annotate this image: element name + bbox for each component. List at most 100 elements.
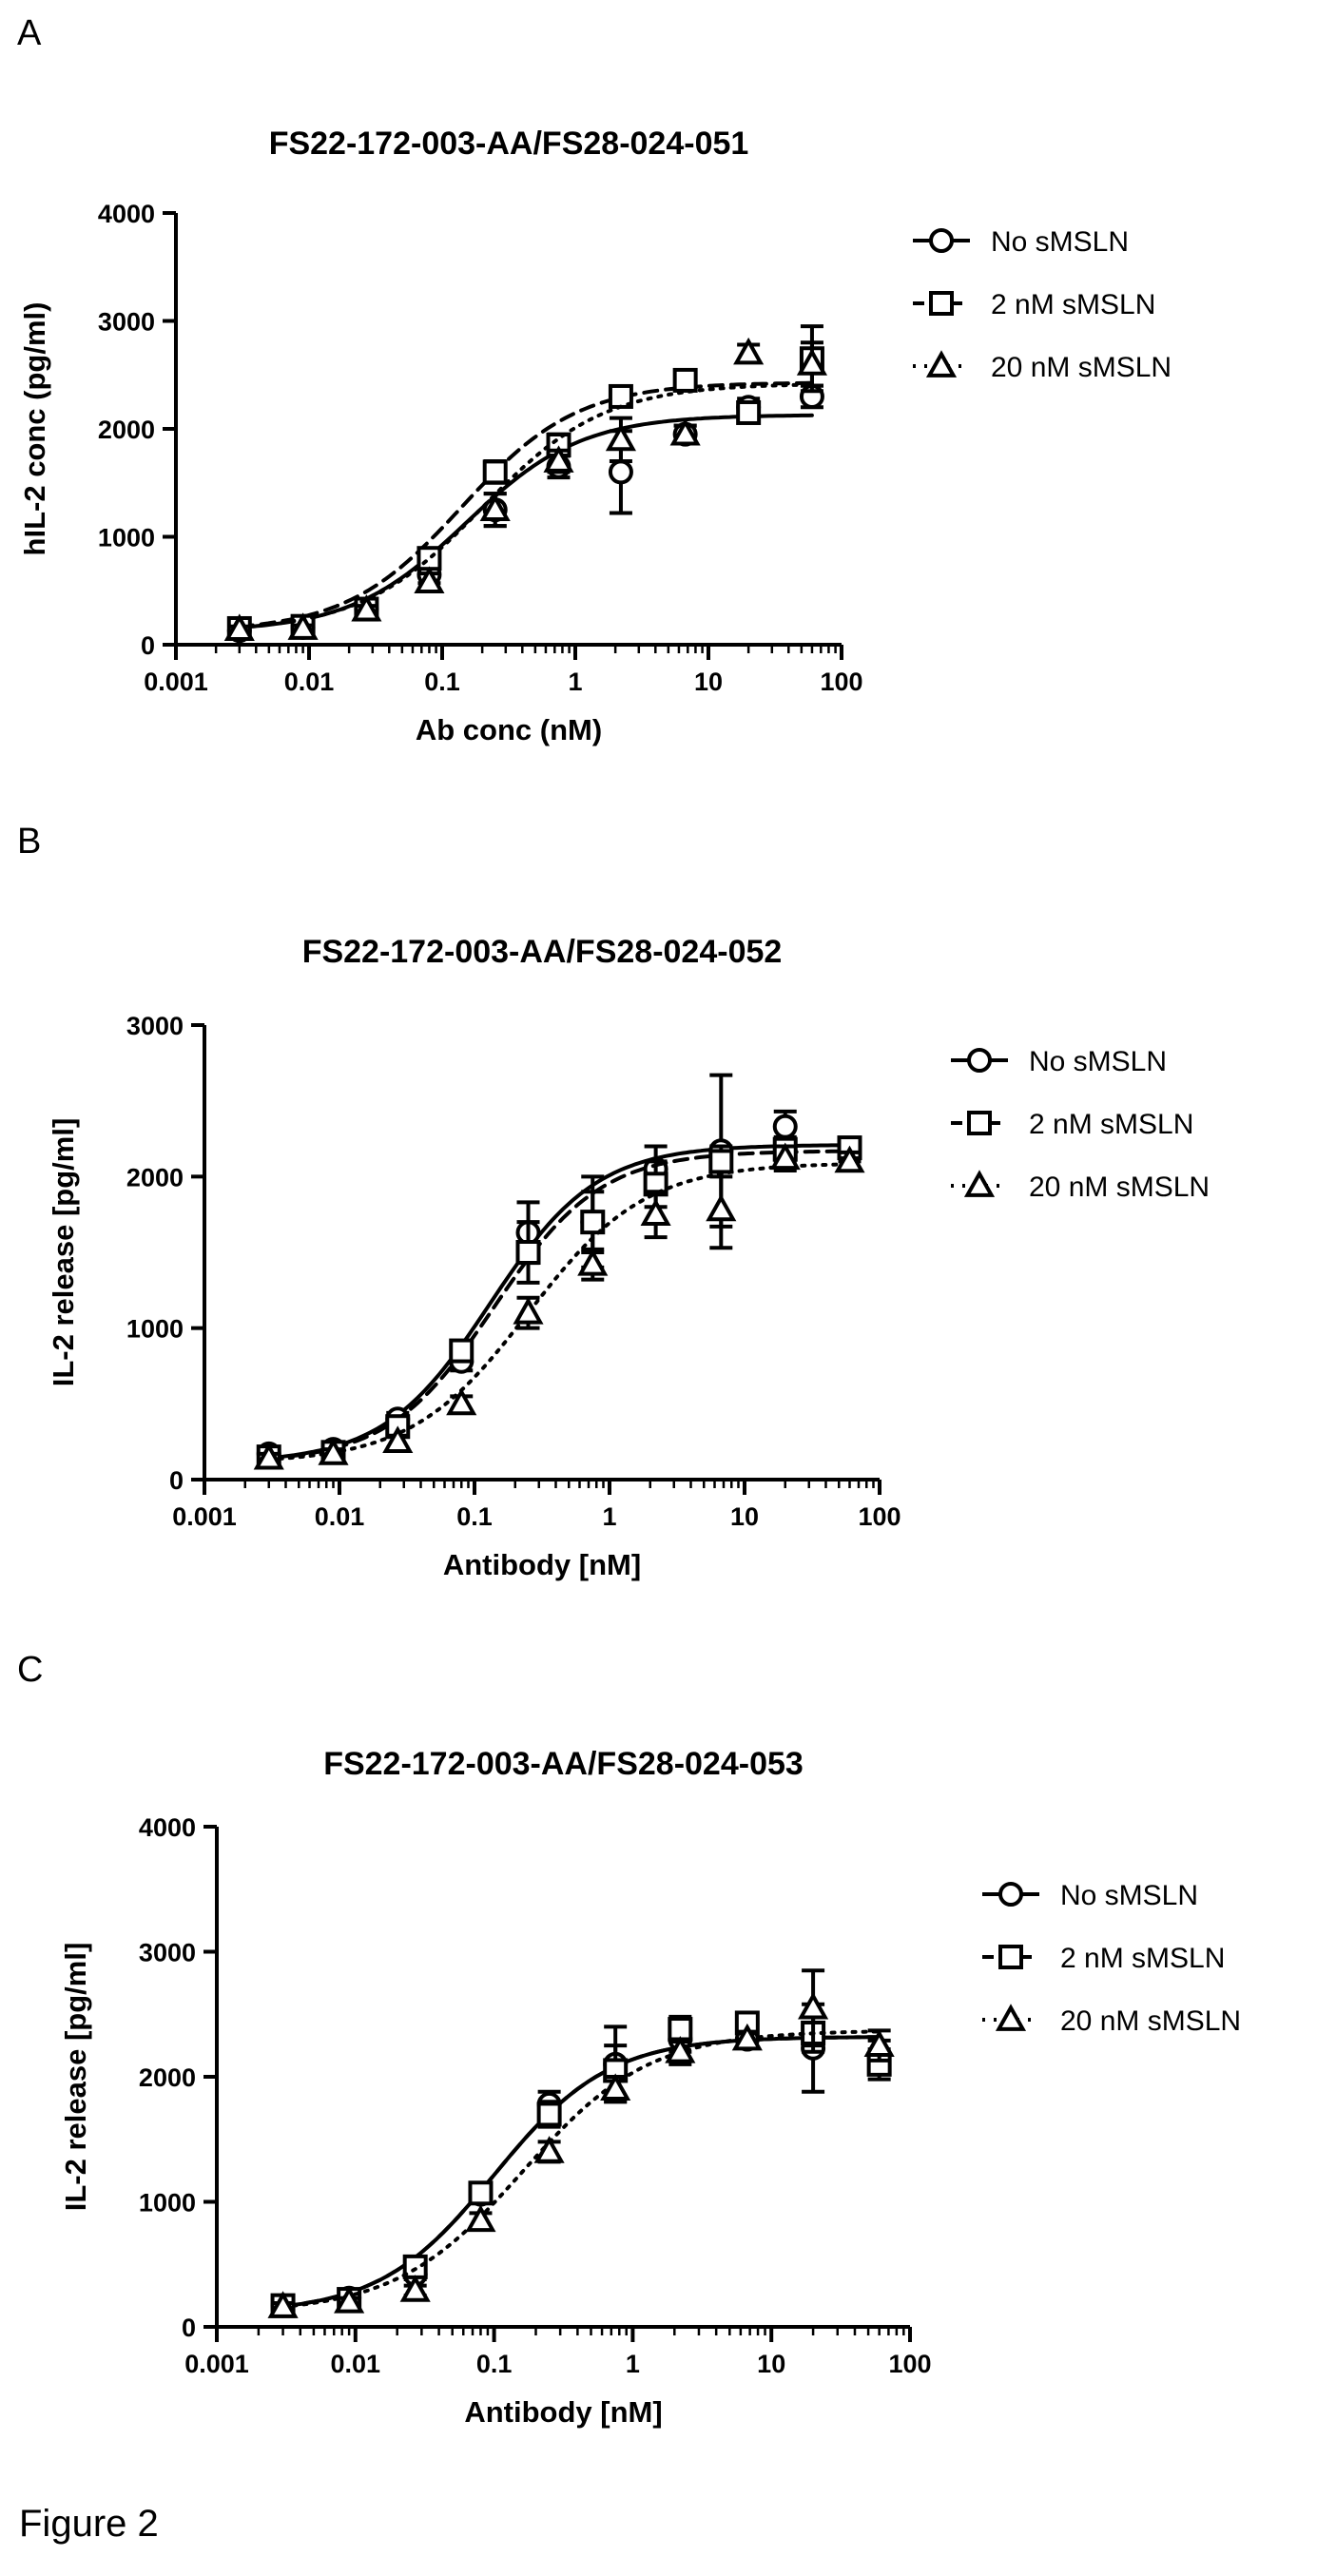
y-tick-label: 2000 [98,416,155,444]
x-tick-label: 0.001 [184,2350,249,2378]
x-axis-label: Ab conc (nM) [416,713,602,746]
fit-curve-no-smsln [266,1143,852,1461]
legend-entry-20-nm-smsln: 20 nM sMSLN [951,1170,1210,1203]
x-tick-label: 10 [694,668,723,696]
data-point-20-nm-smsln [287,612,319,640]
data-point-2-nm-smsln [515,1240,541,1265]
legend-marker [998,1882,1023,1907]
data-point-20-nm-smsln [600,2073,631,2101]
fit-curve-20-nm-smsln [266,1162,852,1462]
chart-b: FS22-172-003-AA/FS28-024-052 0 1000 2000 300… [47,934,1210,1581]
data-point-2-nm-smsln [736,399,762,425]
data-point-20-nm-smsln [731,2023,763,2051]
legend-label: 2 nM sMSLN [1029,1109,1193,1140]
y-tick-label: 0 [141,631,155,660]
x-tick-label: 0.01 [284,668,335,696]
fit-curve-2-nm-smsln [237,380,814,629]
data-point-20-nm-smsln [318,1438,349,1465]
legend-entry-2-nm-smsln: 2 nM sMSLN [951,1109,1193,1140]
fit-curve-20-nm-smsln [237,382,814,629]
fit-curve-2-nm-smsln [281,2035,881,2309]
x-tick-label: 1 [626,2350,640,2378]
data-point-20-nm-smsln [253,1442,284,1470]
legend-marker [925,350,958,378]
y-axis-label: IL-2 release [pg/ml] [59,1943,92,2212]
y-tick-label: 1000 [126,1315,184,1344]
x-tick-label: 1 [568,668,582,696]
data-point-2-nm-smsln [482,459,508,485]
figure-caption: Figure 2 [19,2503,159,2545]
y-tick-label: 1000 [98,524,155,552]
data-point-2-nm-smsln [672,367,698,393]
x-tick-label: 10 [757,2350,785,2378]
legend-marker [963,1170,996,1197]
data-point-20-nm-smsln [465,2204,496,2233]
data-point-20-nm-smsln [863,2029,895,2057]
x-tick-label: 0.1 [424,668,460,696]
data-point-20-nm-smsln [543,445,574,473]
data-point-20-nm-smsln [605,423,637,452]
data-point-20-nm-smsln [334,2285,365,2314]
legend-label: 20 nM sMSLN [1029,1172,1210,1203]
x-tick-label: 0.01 [331,2350,381,2378]
data-point-20-nm-smsln [796,348,828,376]
legend-entry-2-nm-smsln: 2 nM sMSLN [982,1943,1225,1974]
legend-label: 2 nM sMSLN [1060,1943,1225,1974]
y-tick-label: 2000 [139,2063,196,2092]
series-2-nm-smsln [270,2010,892,2318]
x-tick-label: 0.001 [144,668,208,696]
series-no-smsln [256,1073,862,1466]
legend-marker [995,2004,1027,2031]
x-tick-label: 0.1 [456,1502,493,1531]
legend-label: No sMSLN [1060,1880,1198,1911]
data-point-20-nm-smsln [834,1145,865,1173]
x-tick-label: 1 [602,1502,616,1531]
legend-entry-20-nm-smsln: 20 nM sMSLN [982,2004,1241,2037]
data-point-2-nm-smsln [708,1149,734,1174]
data-point-2-nm-smsln [416,546,442,571]
panel-label-a: A [17,13,42,53]
legend-label: 20 nM sMSLN [1060,2005,1241,2037]
data-point-no-smsln [772,1114,798,1139]
x-tick-label: 10 [730,1502,759,1531]
y-axis-label: hIL-2 conc (pg/ml) [18,302,51,556]
data-point-20-nm-smsln [669,417,701,446]
chart-a: FS22-172-003-AA/FS28-024-051 0 1000 2000 300… [18,126,1172,746]
y-tick-label: 3000 [139,1939,196,1967]
chart-c: FS22-172-003-AA/FS28-024-053 0 1000 2000 300… [59,1746,1241,2429]
x-axis-label: Antibody [nM] [464,2395,662,2429]
chart-title: FS22-172-003-AA/FS28-024-053 [323,1746,804,1782]
y-tick-label: 2000 [126,1163,184,1191]
legend-entry-2-nm-smsln: 2 nM sMSLN [913,289,1155,320]
legend-label: 2 nM sMSLN [991,289,1155,320]
legend-entry-no-smsln: No sMSLN [951,1046,1167,1077]
panel-label-b: B [17,822,42,862]
series-2-nm-smsln [256,1134,862,1470]
x-axis-label: Antibody [nM] [443,1548,641,1581]
fit-curve-no-smsln [237,413,814,629]
legend-label: 20 nM sMSLN [991,352,1172,383]
data-point-20-nm-smsln [414,566,445,594]
series-20-nm-smsln [267,1968,895,2318]
y-tick-label: 0 [182,2314,196,2342]
legend-entry-no-smsln: No sMSLN [913,226,1129,258]
legend-marker [929,228,954,253]
data-point-20-nm-smsln [267,2291,299,2318]
y-tick-label: 1000 [139,2189,196,2218]
data-point-20-nm-smsln [382,1425,414,1454]
y-tick-label: 3000 [126,1012,184,1040]
data-point-20-nm-smsln [513,1297,544,1325]
data-point-20-nm-smsln [577,1249,609,1276]
y-tick-label: 0 [169,1466,184,1495]
data-point-no-smsln [608,459,633,485]
series-no-smsln [270,2002,892,2318]
data-point-20-nm-smsln [706,1193,737,1222]
chart-title: FS22-172-003-AA/FS28-024-051 [269,126,749,162]
series-20-nm-smsln [253,1142,865,1470]
legend-label: No sMSLN [991,226,1129,258]
data-point-2-nm-smsln [468,2180,494,2206]
data-point-20-nm-smsln [351,593,382,622]
x-tick-label: 100 [820,668,862,696]
data-point-20-nm-smsln [733,337,765,365]
data-point-20-nm-smsln [640,1198,671,1227]
